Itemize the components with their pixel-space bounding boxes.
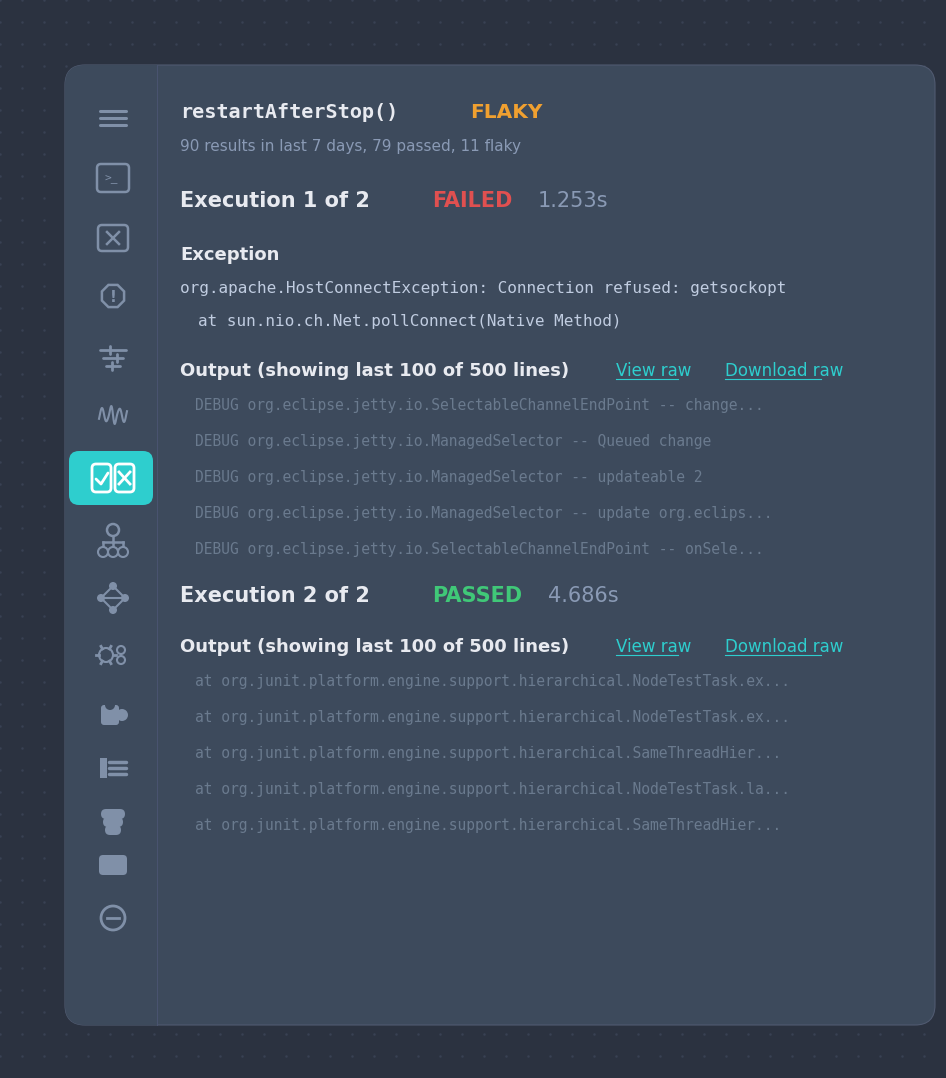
Text: FAILED: FAILED: [432, 191, 513, 211]
Text: View raw: View raw: [616, 362, 692, 381]
FancyBboxPatch shape: [101, 705, 119, 725]
Text: DEBUG org.eclipse.jetty.io.ManagedSelector -- Queued change: DEBUG org.eclipse.jetty.io.ManagedSelect…: [195, 434, 711, 450]
Text: at org.junit.platform.engine.support.hierarchical.NodeTestTask.ex...: at org.junit.platform.engine.support.hie…: [195, 710, 790, 725]
Text: at org.junit.platform.engine.support.hierarchical.SameThreadHier...: at org.junit.platform.engine.support.hie…: [195, 746, 781, 761]
Bar: [111, 65, 157, 1025]
Text: Download raw: Download raw: [725, 362, 844, 381]
FancyBboxPatch shape: [65, 65, 157, 1025]
Circle shape: [109, 582, 117, 590]
Text: 90 results in last 7 days, 79 passed, 11 flaky: 90 results in last 7 days, 79 passed, 11…: [180, 139, 521, 154]
FancyBboxPatch shape: [103, 817, 123, 827]
Circle shape: [109, 606, 117, 614]
FancyBboxPatch shape: [99, 855, 127, 875]
Text: View raw: View raw: [616, 638, 692, 657]
Text: DEBUG org.eclipse.jetty.io.ManagedSelector -- updateable 2: DEBUG org.eclipse.jetty.io.ManagedSelect…: [195, 470, 703, 485]
Text: PASSED: PASSED: [432, 586, 522, 606]
Circle shape: [116, 709, 128, 721]
FancyBboxPatch shape: [105, 825, 121, 835]
Circle shape: [105, 700, 115, 710]
Text: Exception: Exception: [180, 246, 279, 264]
Text: Execution 1 of 2: Execution 1 of 2: [180, 191, 370, 211]
Text: restartAfterStop(): restartAfterStop(): [180, 103, 398, 122]
Text: org.apache.HostConnectException: Connection refused: getsockopt: org.apache.HostConnectException: Connect…: [180, 281, 786, 296]
Text: Execution 2 of 2: Execution 2 of 2: [180, 586, 370, 606]
FancyBboxPatch shape: [65, 65, 935, 1025]
Bar: [100, 758, 107, 778]
Text: >_: >_: [104, 174, 117, 184]
Text: 1.253s: 1.253s: [538, 191, 608, 211]
Text: DEBUG org.eclipse.jetty.io.SelectableChannelEndPoint -- change...: DEBUG org.eclipse.jetty.io.SelectableCha…: [195, 398, 763, 413]
Text: !: !: [110, 290, 116, 304]
Text: Output (showing last 100 of 500 lines): Output (showing last 100 of 500 lines): [180, 638, 569, 657]
Text: DEBUG org.eclipse.jetty.io.SelectableChannelEndPoint -- onSele...: DEBUG org.eclipse.jetty.io.SelectableCha…: [195, 542, 763, 557]
Text: at org.junit.platform.engine.support.hierarchical.NodeTestTask.la...: at org.junit.platform.engine.support.hie…: [195, 782, 790, 797]
Text: at org.junit.platform.engine.support.hierarchical.NodeTestTask.ex...: at org.junit.platform.engine.support.hie…: [195, 674, 790, 689]
Circle shape: [97, 594, 105, 602]
Text: Download raw: Download raw: [725, 638, 844, 657]
Text: DEBUG org.eclipse.jetty.io.ManagedSelector -- update org.eclips...: DEBUG org.eclipse.jetty.io.ManagedSelect…: [195, 506, 773, 521]
FancyBboxPatch shape: [101, 808, 125, 819]
Text: at org.junit.platform.engine.support.hierarchical.SameThreadHier...: at org.junit.platform.engine.support.hie…: [195, 818, 781, 833]
Text: at sun.nio.ch.Net.pollConnect(Native Method): at sun.nio.ch.Net.pollConnect(Native Met…: [198, 314, 622, 329]
Text: Output (showing last 100 of 500 lines): Output (showing last 100 of 500 lines): [180, 362, 569, 381]
FancyBboxPatch shape: [69, 451, 153, 505]
Circle shape: [121, 594, 129, 602]
Text: FLAKY: FLAKY: [470, 103, 542, 122]
Text: 4.686s: 4.686s: [548, 586, 619, 606]
